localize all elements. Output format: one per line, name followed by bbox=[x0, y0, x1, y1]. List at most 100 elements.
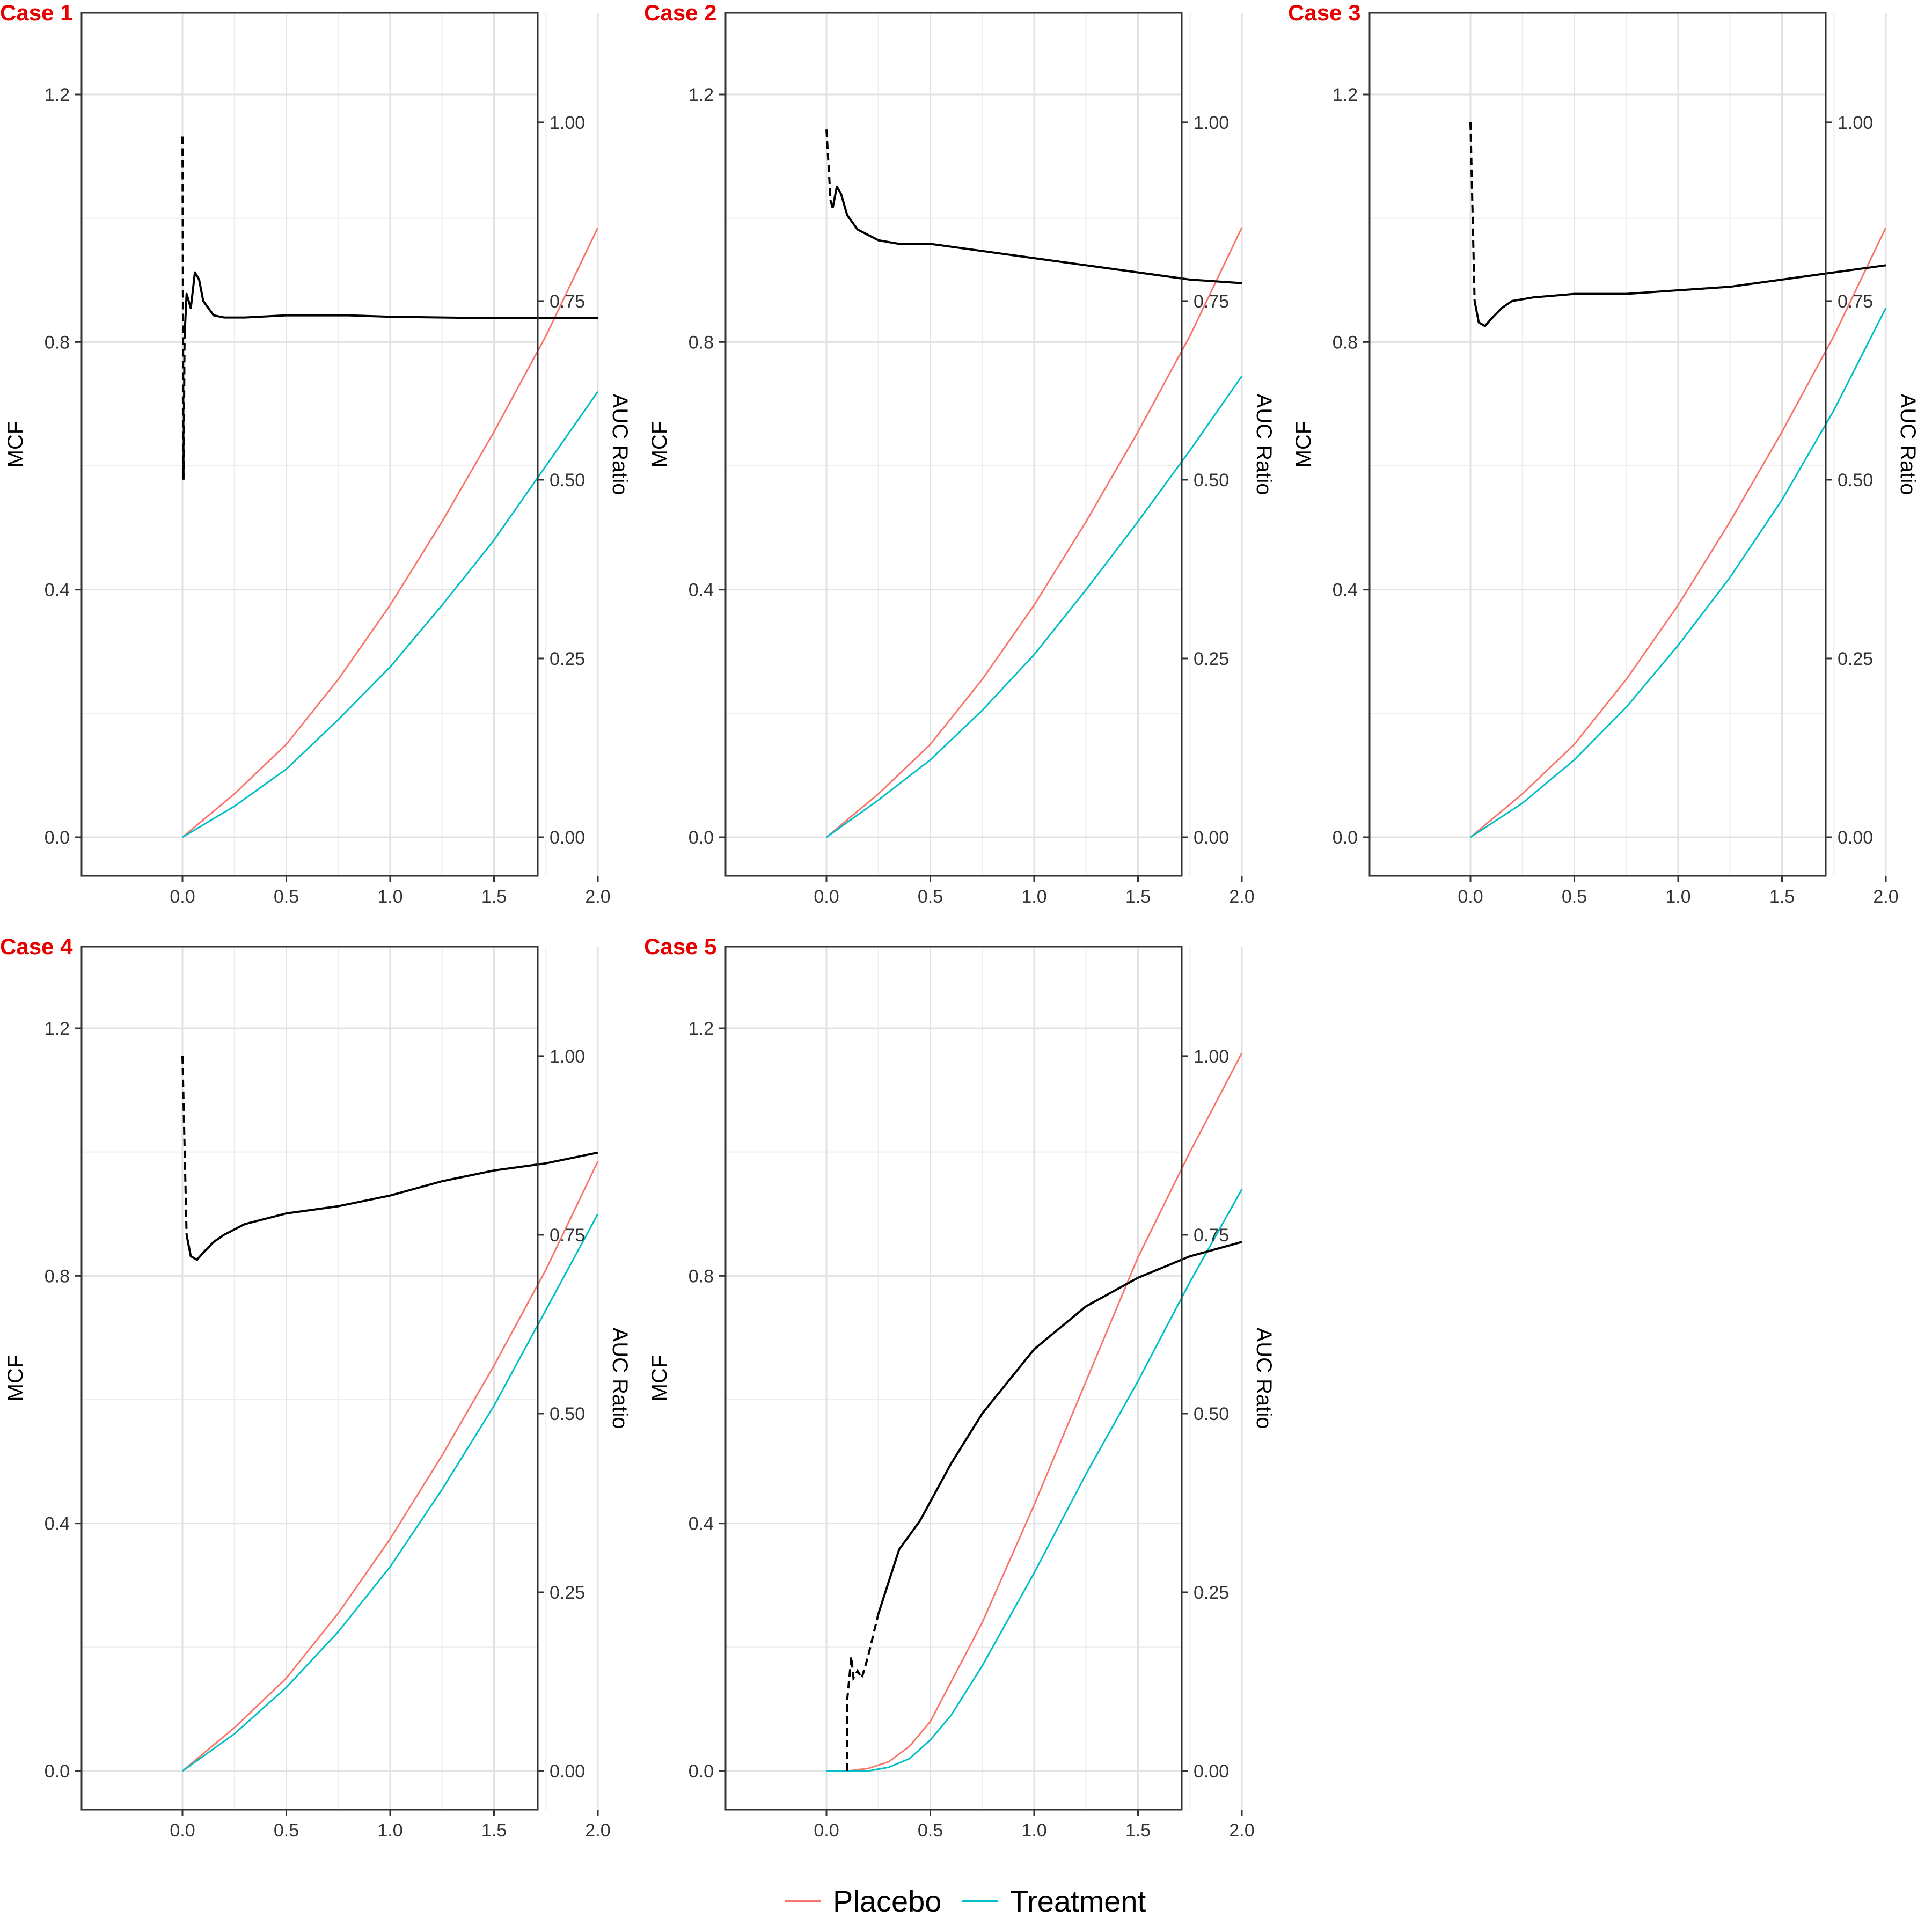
case-label: Case 4 bbox=[0, 934, 73, 959]
y-axis-title: MCF bbox=[1292, 421, 1315, 468]
panel-border bbox=[1368, 12, 1827, 877]
auc-ratio-line bbox=[185, 1151, 598, 1261]
y-tick-label: 0.0 bbox=[1333, 828, 1358, 848]
treatment-line bbox=[182, 391, 599, 838]
y2-tick-label: 1.00 bbox=[1194, 1046, 1229, 1067]
y-tick-label: 1.2 bbox=[45, 1019, 70, 1039]
placebo-line bbox=[1470, 227, 1887, 838]
y-tick-label: 1.2 bbox=[689, 85, 714, 105]
x-tick-label: 0.0 bbox=[814, 1820, 839, 1841]
y2-tick-label: 0.25 bbox=[1194, 1583, 1229, 1603]
y2-tick-label: 1.00 bbox=[550, 113, 585, 133]
y-tick-label: 0.0 bbox=[45, 1761, 70, 1782]
auc-ratio-line bbox=[831, 185, 1242, 284]
y-tick-label: 0.0 bbox=[689, 828, 714, 848]
auc-ratio-line bbox=[1473, 264, 1886, 327]
treatment-line bbox=[1470, 308, 1887, 838]
y2-axis-title: AUC Ratio bbox=[1252, 394, 1276, 495]
case-label: Case 2 bbox=[644, 0, 716, 25]
x-tick-label: 0.5 bbox=[274, 1820, 299, 1841]
y-tick-label: 0.0 bbox=[45, 828, 70, 848]
x-tick-label: 1.5 bbox=[481, 1820, 507, 1841]
x-tick-label: 1.0 bbox=[1021, 887, 1046, 907]
x-tick-label: 2.0 bbox=[1873, 887, 1898, 907]
x-tick-label: 0.5 bbox=[1562, 887, 1587, 907]
y2-tick-label: 0.75 bbox=[1194, 1225, 1229, 1246]
y2-tick-label: 1.00 bbox=[1194, 113, 1229, 133]
auc-ratio-line-dashed bbox=[825, 129, 834, 209]
auc-ratio-line-dashed bbox=[846, 1613, 880, 1771]
x-tick-label: 1.0 bbox=[1021, 1820, 1046, 1841]
y-tick-label: 0.8 bbox=[689, 1266, 714, 1286]
treatment-line bbox=[182, 1213, 599, 1772]
legend: Placebo Treatment bbox=[785, 1884, 1146, 1918]
x-tick-label: 2.0 bbox=[585, 887, 610, 907]
treatment-line bbox=[826, 375, 1243, 838]
case-label: Case 5 bbox=[644, 934, 716, 959]
y2-tick-label: 0.25 bbox=[550, 1583, 585, 1603]
y2-tick-label: 0.50 bbox=[1838, 470, 1873, 491]
case-label: Case 1 bbox=[0, 0, 72, 25]
placebo-line bbox=[182, 1161, 599, 1772]
chart-panel-1: 0.0 0.5 1.0 1.5 2.0 0.0 0.4 0.8 1.2 0.00 0.25 0.50 0… bbox=[0, 0, 632, 907]
x-tick-label: 0.0 bbox=[170, 1820, 195, 1841]
y-axis-title: MCF bbox=[4, 421, 27, 468]
y2-tick-label: 0.50 bbox=[550, 470, 585, 491]
x-tick-label: 1.5 bbox=[481, 887, 507, 907]
y-tick-label: 0.8 bbox=[45, 1266, 70, 1286]
y2-tick-label: 0.75 bbox=[1194, 291, 1229, 312]
y-axis-title: MCF bbox=[648, 421, 671, 468]
y2-tick-label: 0.25 bbox=[1194, 649, 1229, 669]
x-tick-label: 1.5 bbox=[1125, 887, 1151, 907]
y2-tick-label: 0.25 bbox=[1838, 649, 1873, 669]
chart-panel-2: 0.0 0.5 1.0 1.5 2.0 0.0 0.4 0.8 1.2 0.00 0.25 0.50 0… bbox=[644, 0, 1276, 907]
chart-panel-4: 0.0 0.5 1.0 1.5 2.0 0.0 0.4 0.8 1.2 0.00 0.25 0.50 0… bbox=[0, 934, 632, 1841]
y-axis-title: MCF bbox=[648, 1355, 671, 1402]
x-tick-label: 0.0 bbox=[1458, 887, 1483, 907]
y2-tick-label: 0.00 bbox=[550, 1761, 585, 1782]
y-tick-label: 0.4 bbox=[45, 580, 70, 601]
y-tick-label: 1.2 bbox=[689, 1019, 714, 1039]
y2-tick-label: 1.00 bbox=[1838, 113, 1873, 133]
y2-axis-title: AUC Ratio bbox=[608, 1328, 632, 1429]
x-tick-label: 1.5 bbox=[1125, 1820, 1151, 1841]
x-tick-label: 0.5 bbox=[918, 1820, 943, 1841]
panel-border bbox=[724, 12, 1183, 877]
y2-tick-label: 0.50 bbox=[1194, 1404, 1229, 1424]
auc-ratio-line-dashed bbox=[181, 1056, 188, 1235]
auc-ratio-line-dashed bbox=[181, 136, 186, 480]
y2-tick-label: 0.00 bbox=[1194, 1761, 1229, 1782]
panel-border bbox=[80, 12, 539, 877]
y2-tick-label: 0.00 bbox=[550, 828, 585, 848]
x-tick-label: 1.0 bbox=[377, 887, 402, 907]
x-tick-label: 1.5 bbox=[1769, 887, 1795, 907]
x-tick-label: 0.0 bbox=[170, 887, 195, 907]
auc-ratio-line bbox=[877, 1241, 1242, 1614]
auc-ratio-line bbox=[183, 271, 598, 337]
y2-axis-title: AUC Ratio bbox=[608, 394, 632, 495]
y2-tick-label: 0.50 bbox=[550, 1404, 585, 1424]
y-axis-title: MCF bbox=[4, 1355, 27, 1402]
case-label: Case 3 bbox=[1288, 0, 1360, 25]
y2-tick-label: 0.25 bbox=[550, 649, 585, 669]
y-tick-label: 1.2 bbox=[45, 85, 70, 105]
legend-label-placebo: Placebo bbox=[833, 1884, 941, 1918]
y2-tick-label: 0.75 bbox=[550, 1225, 585, 1246]
auc-ratio-line-dashed bbox=[1469, 122, 1476, 301]
y-tick-label: 1.2 bbox=[1333, 85, 1358, 105]
x-tick-label: 0.5 bbox=[918, 887, 943, 907]
y-tick-label: 0.4 bbox=[689, 580, 714, 601]
chart-panel-3: 0.0 0.5 1.0 1.5 2.0 0.0 0.4 0.8 1.2 0.00 0.25 0.50 0… bbox=[1288, 0, 1920, 907]
x-tick-label: 1.0 bbox=[1665, 887, 1690, 907]
y-tick-label: 0.0 bbox=[689, 1761, 714, 1782]
y2-tick-label: 0.75 bbox=[1838, 291, 1873, 312]
placebo-line bbox=[826, 227, 1243, 838]
y-tick-label: 0.8 bbox=[689, 332, 714, 353]
y2-axis-title: AUC Ratio bbox=[1252, 1328, 1276, 1429]
x-tick-label: 2.0 bbox=[1229, 887, 1254, 907]
x-tick-label: 0.5 bbox=[274, 887, 299, 907]
x-tick-label: 2.0 bbox=[1229, 1820, 1254, 1841]
y-tick-label: 0.4 bbox=[1333, 580, 1358, 601]
panel-border bbox=[724, 946, 1183, 1811]
